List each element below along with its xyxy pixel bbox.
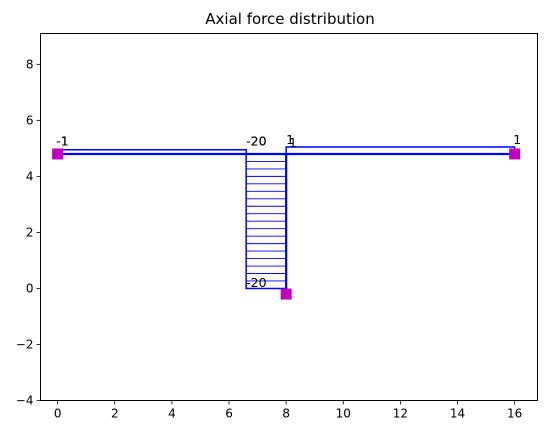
value-label: -20 bbox=[246, 134, 266, 149]
y-tick-label: 2 bbox=[26, 225, 34, 239]
value-annotations: -1-1 -20-20 11 1-20 bbox=[56, 132, 521, 290]
value-label: 1 bbox=[286, 132, 294, 147]
x-tick-label: 16 bbox=[507, 407, 522, 421]
value-label: 1 bbox=[513, 132, 521, 147]
y-tick-label: 6 bbox=[26, 113, 34, 127]
x-tick-label: 8 bbox=[282, 407, 290, 421]
plot-frame bbox=[40, 33, 538, 401]
y-tick-label: 0 bbox=[26, 281, 34, 295]
x-tick-label: 14 bbox=[450, 407, 465, 421]
x-tick-label: 0 bbox=[54, 407, 62, 421]
y-tick-label: −4 bbox=[16, 394, 34, 408]
value-label: 1 bbox=[289, 135, 297, 150]
chart-title: Axial force distribution bbox=[205, 10, 374, 28]
y-tick-label: 8 bbox=[26, 57, 34, 71]
x-tick-label: 6 bbox=[225, 407, 233, 421]
support-marker bbox=[509, 148, 521, 160]
support-marker bbox=[280, 288, 292, 300]
value-label: -20 bbox=[246, 275, 266, 290]
y-tick-label: 4 bbox=[26, 169, 34, 183]
x-tick-label: 2 bbox=[111, 407, 119, 421]
y-tick-label: −2 bbox=[16, 337, 34, 351]
value-label: -1 bbox=[56, 134, 68, 149]
x-axis: 0 2 4 6 8 10 12 14 16 bbox=[54, 400, 522, 421]
plot-marks bbox=[52, 146, 521, 300]
x-tick-label: 4 bbox=[168, 407, 176, 421]
x-tick-label: 12 bbox=[393, 407, 408, 421]
value-label: -1 bbox=[56, 134, 68, 149]
x-tick-label: 10 bbox=[336, 407, 351, 421]
value-label: -20 bbox=[246, 134, 266, 149]
y-axis: −4 −2 0 2 4 6 8 bbox=[16, 57, 41, 408]
support-marker bbox=[52, 148, 64, 160]
